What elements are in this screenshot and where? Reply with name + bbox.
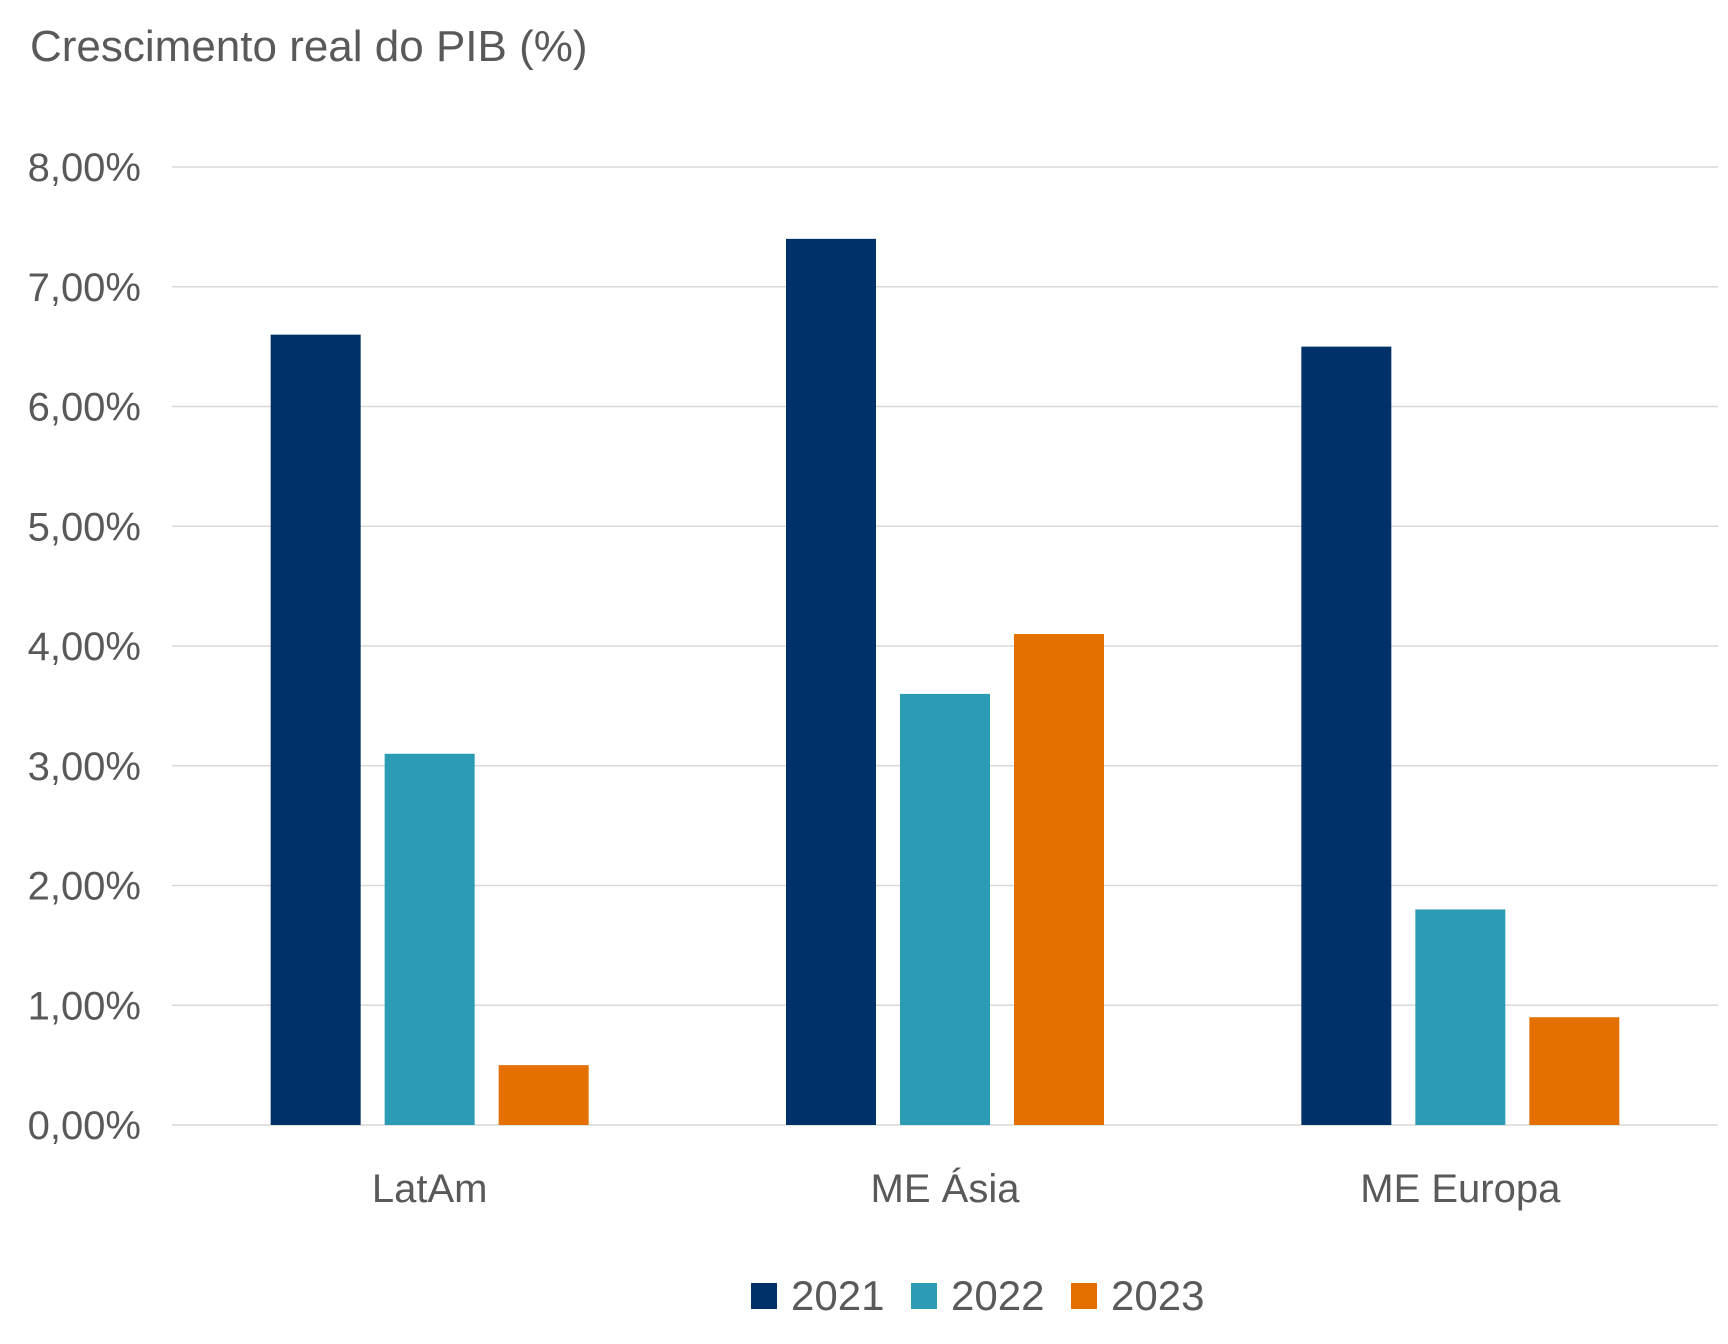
bar-2022: [1415, 909, 1506, 1125]
bar-2022: [900, 693, 990, 1125]
y-axis-tick-labels: 0,00% 1,00% 2,00% 3,00% 4,00% 5,00% 6,00% 7,00%…: [28, 146, 141, 1148]
x-category-label: ME Europa: [1360, 1167, 1561, 1211]
legend-swatch-2023: [1071, 1283, 1097, 1309]
chart-title: Crescimento real do PIB (%): [30, 22, 588, 71]
y-tick-label: 0,00%: [28, 1104, 141, 1148]
y-tick-label: 7,00%: [28, 266, 141, 310]
bar-2021: [786, 238, 876, 1126]
y-tick-label: 8,00%: [28, 146, 141, 190]
bar-2023: [498, 1065, 589, 1125]
legend-label-2023: 2023: [1111, 1272, 1204, 1319]
x-axis-category-labels: LatAm ME Ásia ME Europa: [372, 1166, 1561, 1211]
y-tick-label: 5,00%: [28, 505, 141, 549]
y-tick-label: 4,00%: [28, 625, 141, 669]
legend-swatch-2022: [911, 1283, 937, 1309]
y-tick-label: 6,00%: [28, 386, 141, 430]
bar-2023: [1529, 1017, 1620, 1125]
y-tick-label: 3,00%: [28, 745, 141, 789]
y-tick-label: 1,00%: [28, 984, 141, 1028]
bar-2021: [270, 334, 361, 1125]
legend-label-2021: 2021: [791, 1272, 884, 1319]
bars: [270, 238, 1620, 1126]
bar-2021: [1301, 346, 1392, 1125]
x-category-label: LatAm: [372, 1167, 488, 1211]
y-tick-label: 2,00%: [28, 865, 141, 909]
bar-2022: [384, 753, 475, 1125]
legend: 2021 2022 2023: [751, 1272, 1204, 1319]
bar-2023: [1014, 634, 1104, 1125]
x-category-label: ME Ásia: [871, 1166, 1021, 1211]
legend-swatch-2021: [751, 1283, 777, 1309]
legend-label-2022: 2022: [951, 1272, 1044, 1319]
